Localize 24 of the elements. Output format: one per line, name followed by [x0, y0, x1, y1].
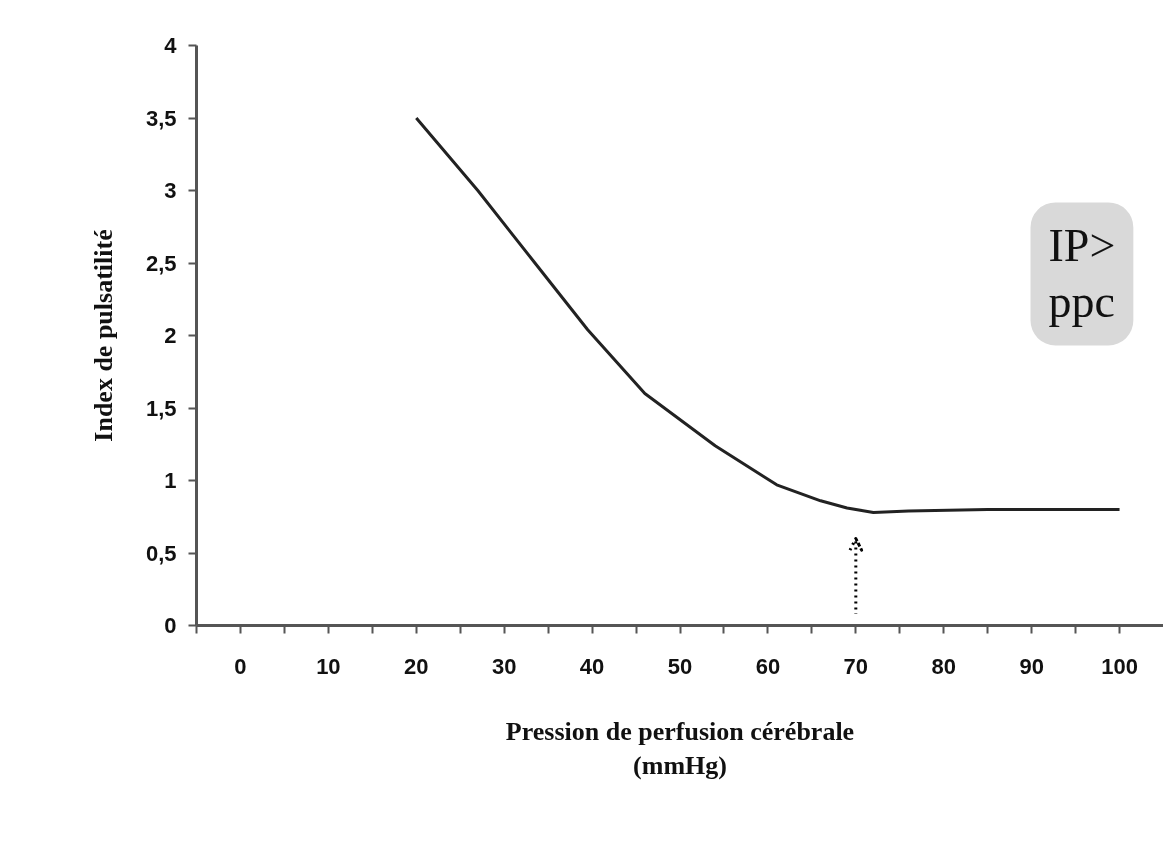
x-tick-label: 0: [234, 653, 247, 679]
x-tick-label: 60: [755, 653, 781, 679]
y-tick-label: 4: [164, 33, 178, 58]
x-tick-label: 10: [316, 653, 341, 679]
y-tick-label: 2: [164, 323, 177, 348]
x-tick-label: 20: [404, 653, 429, 679]
x-axis-title: Pression de perfusion cérébrale (mmHg): [505, 716, 855, 781]
x-tick-label: 40: [579, 653, 605, 679]
x-tick-label: 70: [843, 653, 869, 679]
annotation: IP> ppc: [1048, 220, 1116, 328]
x-tick-label: 100: [1101, 653, 1138, 679]
y-tick-label: 3: [164, 178, 177, 203]
y-axis-title: Index de pulsatilité: [88, 229, 118, 442]
y-tick-label: 0,5: [145, 540, 177, 566]
y-tick-label: 2,5: [145, 250, 177, 276]
x-tick-label: 90: [1019, 653, 1044, 679]
y-tick-label: 0: [164, 613, 177, 638]
x-tick-label: 80: [931, 653, 956, 679]
y-tick-label: 1,5: [145, 395, 177, 421]
y-tick-label: 1: [164, 468, 177, 493]
x-tick-label: 30: [491, 653, 517, 679]
y-tick-label: 3,5: [145, 105, 177, 131]
line-series: [414, 116, 1122, 514]
x-tick-label: 50: [667, 653, 693, 679]
